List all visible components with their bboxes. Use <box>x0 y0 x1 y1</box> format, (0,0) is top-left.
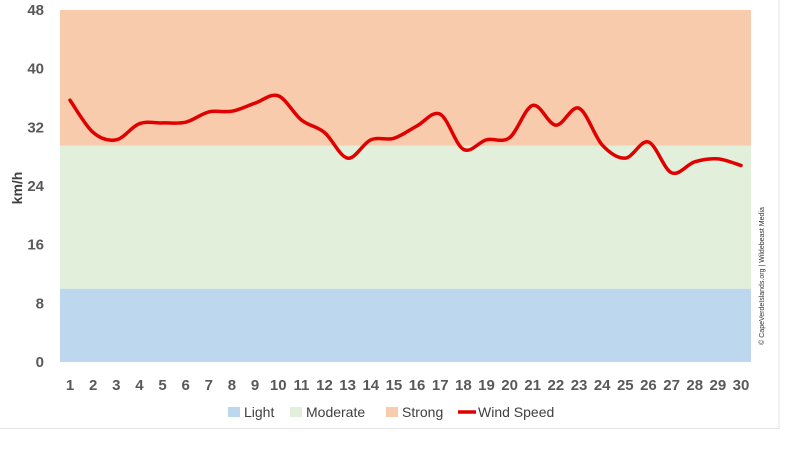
credit-text: © CapeVerdeIslands.org | Wildebeast Medi… <box>758 207 766 345</box>
series-lines <box>68 93 743 176</box>
x-tick-label: 3 <box>112 377 120 394</box>
x-tick-label: 12 <box>316 377 333 394</box>
x-tick-label: 9 <box>251 377 259 394</box>
x-tick-label: 13 <box>339 377 356 394</box>
band-light <box>60 288 751 362</box>
x-tick-label: 23 <box>571 377 588 394</box>
band-moderate <box>60 145 751 289</box>
y-tick-label: 16 <box>27 237 44 254</box>
legend: Light Moderate Strong Wind Speed <box>228 404 554 420</box>
legend-item-wind-speed: Wind Speed <box>458 404 554 420</box>
x-tick-label: 18 <box>455 377 472 394</box>
y-tick-label: 32 <box>27 119 44 136</box>
y-axis-title: km/h <box>9 172 25 205</box>
x-tick-label: 4 <box>135 377 144 394</box>
y-tick-label: 8 <box>36 295 44 312</box>
x-tick-label: 28 <box>686 377 703 394</box>
threshold-bands <box>60 10 751 362</box>
x-tick-label: 25 <box>617 377 634 394</box>
x-tick-label: 10 <box>270 377 287 394</box>
y-tick-label: 40 <box>27 61 44 78</box>
x-tick-label: 26 <box>640 377 657 394</box>
legend-label: Moderate <box>306 404 365 420</box>
x-axis-ticks: 1 2 3 4 5 6 7 8 9 10 11 12 13 14 15 16 17 18 19 20 21 22 23 24 2… <box>66 377 750 394</box>
y-tick-label: 0 <box>36 354 44 371</box>
x-tick-label: 6 <box>182 377 190 394</box>
x-tick-label: 8 <box>228 377 236 394</box>
x-tick-label: 20 <box>501 377 518 394</box>
x-tick-label: 1 <box>66 377 74 394</box>
x-tick-label: 22 <box>548 377 565 394</box>
y-tick-label: 24 <box>27 178 44 195</box>
legend-swatch <box>228 407 240 417</box>
x-tick-label: 14 <box>362 377 379 394</box>
x-tick-label: 5 <box>158 377 166 394</box>
x-tick-label: 16 <box>409 377 426 394</box>
x-tick-label: 11 <box>293 377 309 394</box>
x-tick-label: 21 <box>524 377 541 394</box>
legend-swatch <box>290 407 302 417</box>
legend-item-strong: Strong <box>386 404 443 420</box>
x-tick-label: 29 <box>710 377 727 394</box>
legend-swatch <box>386 407 398 417</box>
x-tick-label: 2 <box>89 377 97 394</box>
x-tick-label: 19 <box>478 377 495 394</box>
x-tick-label: 17 <box>432 377 449 394</box>
series-line-wind-speed <box>68 93 743 176</box>
legend-label: Light <box>244 404 274 420</box>
x-tick-label: 27 <box>663 377 680 394</box>
y-axis-ticks: 0 8 16 24 32 40 48 <box>27 2 44 371</box>
y-tick-label: 48 <box>27 2 44 19</box>
legend-item-moderate: Moderate <box>290 404 365 420</box>
x-tick-label: 15 <box>386 377 403 394</box>
x-tick-label: 7 <box>205 377 213 394</box>
band-strong <box>60 10 751 146</box>
x-tick-label: 30 <box>733 377 750 394</box>
legend-label: Strong <box>402 404 443 420</box>
x-tick-label: 24 <box>594 377 611 394</box>
legend-label: Wind Speed <box>478 404 554 420</box>
legend-item-light: Light <box>228 404 274 420</box>
